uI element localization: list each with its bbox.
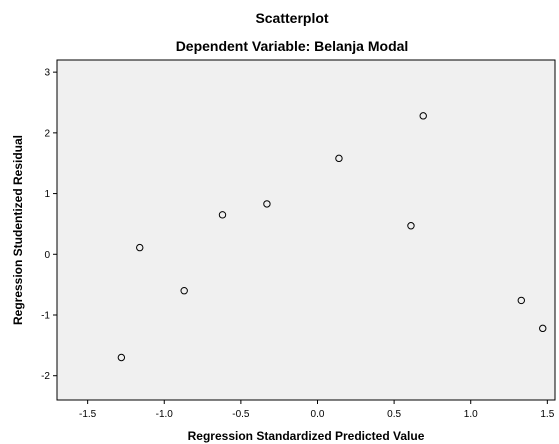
y-tick-label: -2 [41, 371, 50, 382]
data-point [136, 243, 144, 252]
x-axis: -1.5 -1.0 -0.5 0.0 0.5 1.0 1.5 [79, 400, 555, 420]
y-tick-label: 0 [44, 250, 50, 261]
data-point [335, 154, 343, 163]
data-point [263, 200, 271, 208]
x-tick-label: 0.0 [311, 409, 325, 420]
data-point [180, 287, 188, 295]
data-point [218, 211, 227, 219]
data-point [117, 353, 126, 362]
x-tick-label: -0.5 [232, 409, 250, 420]
data-point [539, 324, 547, 333]
x-axis-label: Regression Standardized Predicted Value [188, 429, 425, 443]
data-points [117, 112, 547, 362]
x-tick-label: 0.5 [387, 409, 401, 420]
x-tick-label: -1.0 [156, 409, 174, 420]
y-axis: -2 -1 0 1 2 3 [41, 68, 57, 382]
y-tick-label: 3 [44, 68, 50, 79]
plot-area [56, 59, 556, 401]
x-tick-label: 1.0 [464, 409, 478, 420]
data-point [517, 296, 525, 305]
x-tick-label: 1.5 [540, 409, 554, 420]
x-tick-label: -1.5 [79, 409, 97, 420]
y-tick-label: -1 [41, 311, 50, 322]
y-tick-label: 1 [44, 189, 50, 200]
y-tick-label: 2 [44, 128, 50, 139]
data-point [419, 112, 427, 120]
y-axis-label: Regression Studentized Residual [11, 135, 25, 325]
chart-title: Scatterplot [255, 10, 328, 26]
chart-subtitle: Dependent Variable: Belanja Modal [176, 38, 409, 54]
data-point [407, 222, 415, 230]
